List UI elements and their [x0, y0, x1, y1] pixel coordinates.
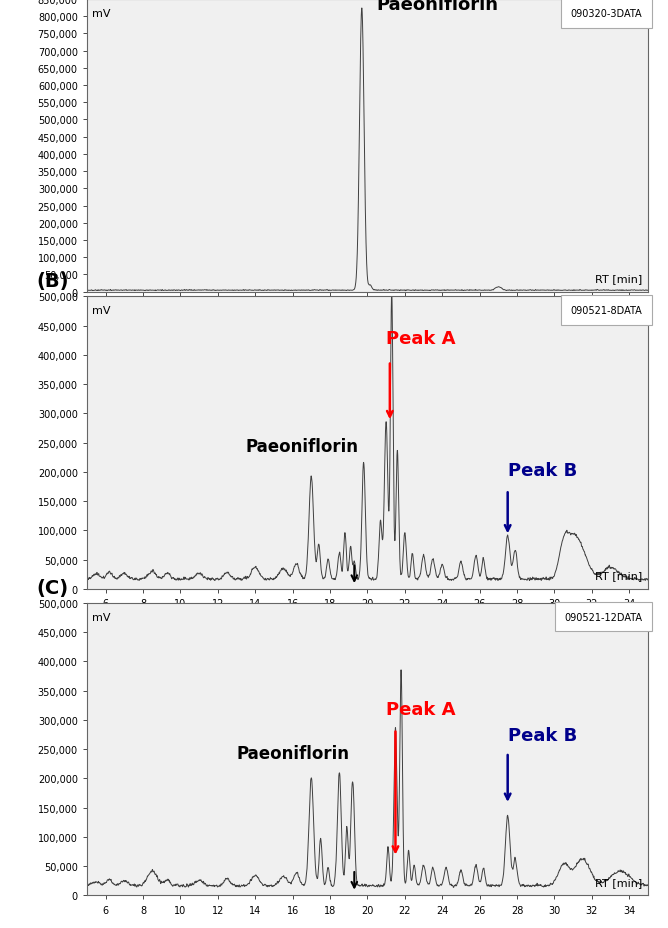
Text: 090521-12DATA: 090521-12DATA: [564, 612, 643, 622]
Text: RT [min]: RT [min]: [595, 877, 643, 887]
Text: Paeoniflorin: Paeoniflorin: [377, 0, 499, 14]
Text: (B): (B): [36, 272, 69, 291]
Text: mV: mV: [92, 8, 111, 19]
Text: RT [min]: RT [min]: [595, 274, 643, 284]
Text: mV: mV: [92, 305, 111, 316]
Text: mV: mV: [92, 612, 111, 622]
Text: Peak B: Peak B: [508, 727, 577, 744]
Text: Paeoniflorin: Paeoniflorin: [236, 744, 349, 762]
Text: (C): (C): [36, 578, 68, 598]
Text: 090320-3DATA: 090320-3DATA: [570, 8, 643, 19]
Text: Peak B: Peak B: [508, 461, 577, 479]
Text: Peak A: Peak A: [386, 329, 456, 348]
Text: Peak A: Peak A: [386, 701, 456, 718]
Text: Paeoniflorin: Paeoniflorin: [246, 438, 359, 456]
Text: 090521-8DATA: 090521-8DATA: [570, 305, 643, 316]
Text: RT [min]: RT [min]: [595, 571, 643, 581]
